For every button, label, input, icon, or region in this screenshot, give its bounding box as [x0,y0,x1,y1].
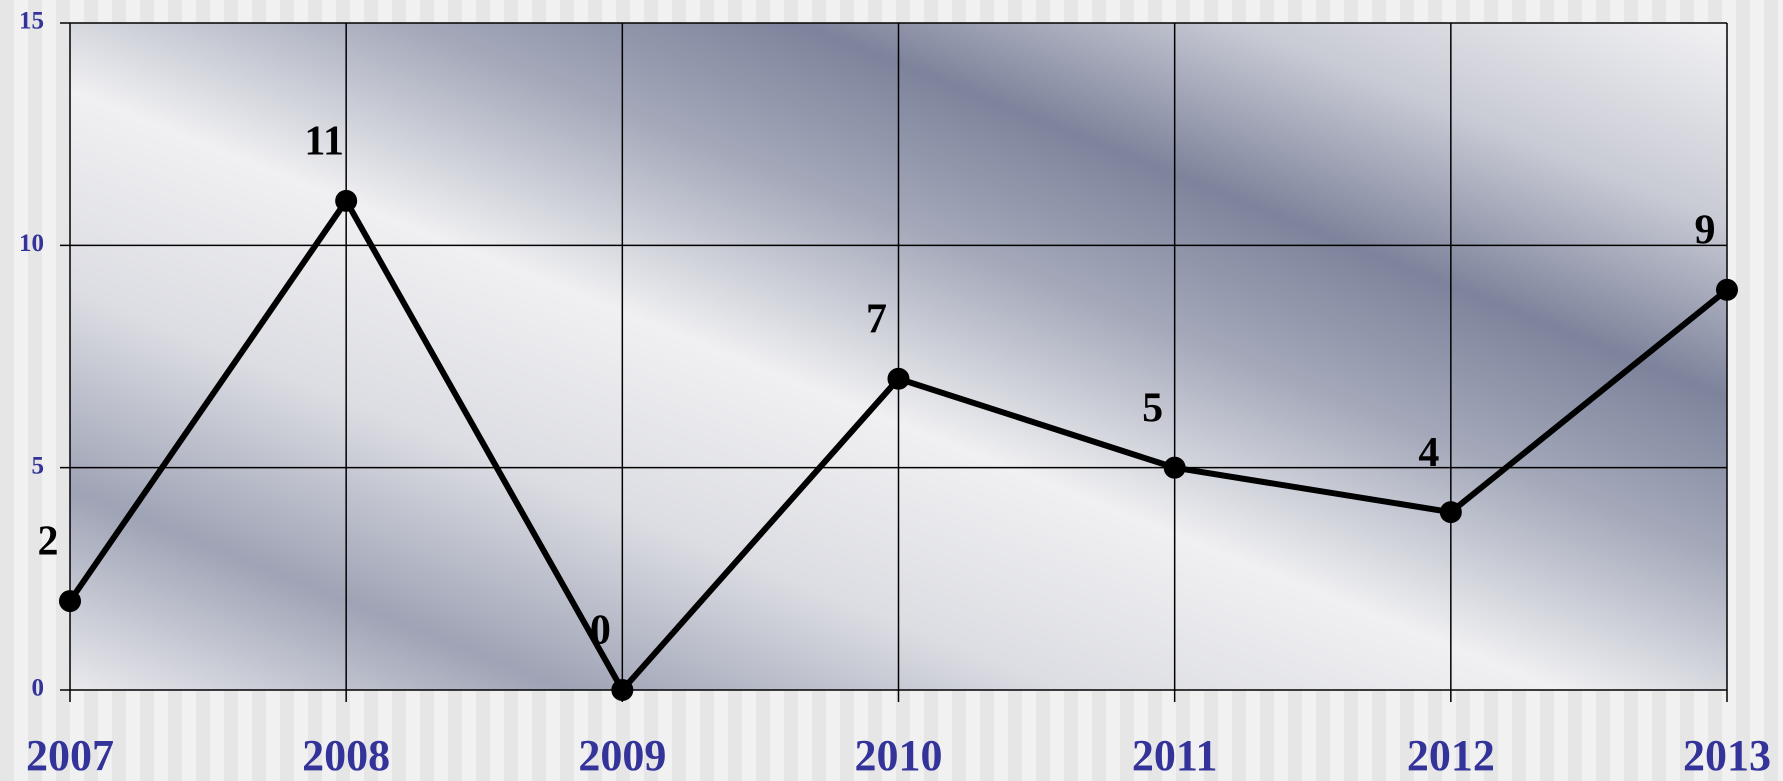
y-tick-label: 10 [19,230,44,257]
data-label: 0 [590,608,611,654]
x-tick-label: 2013 [1683,731,1771,780]
marker [1439,501,1462,524]
marker [1163,456,1186,479]
x-tick-label: 2010 [855,731,943,780]
marker [59,590,81,613]
x-tick-label: 2008 [302,731,390,780]
data-label: 11 [304,119,344,165]
x-tick-label: 2012 [1407,731,1495,780]
y-tick-label: 0 [32,675,45,702]
x-tick-label: 2007 [26,731,114,780]
y-tick-label: 15 [19,8,44,35]
x-tick-label: 2011 [1132,731,1218,780]
data-label: 2 [38,519,59,565]
x-tick-label: 2009 [578,731,666,780]
data-label: 9 [1695,207,1716,253]
marker [611,679,634,701]
y-tick-label: 5 [32,452,45,479]
data-label: 4 [1418,430,1439,476]
marker [335,189,358,212]
data-label: 5 [1142,385,1163,431]
marker [887,367,910,390]
data-label: 7 [866,296,887,342]
marker [1716,278,1738,301]
